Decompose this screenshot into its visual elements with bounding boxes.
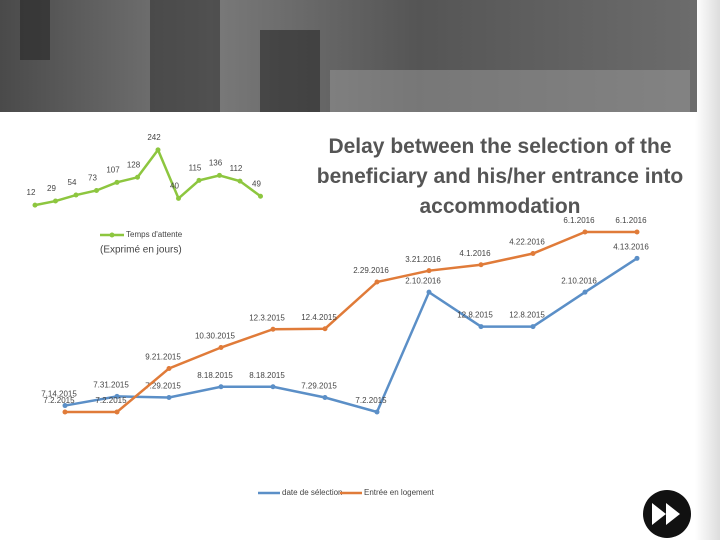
data-label: 7.2.2015 — [355, 396, 387, 405]
data-label: 7.29.2015 — [301, 382, 337, 391]
data-label: 7.14.2015 — [41, 390, 77, 399]
data-label: 9.21.2015 — [145, 353, 181, 362]
line — [65, 230, 637, 414]
marker — [94, 187, 99, 193]
data-label: 2.29.2016 — [353, 266, 389, 275]
marker — [237, 178, 243, 184]
marker — [166, 394, 172, 400]
photo-detail — [260, 30, 320, 112]
marker — [426, 268, 432, 274]
line — [34, 147, 262, 207]
data-label: 7.2.2015 — [95, 396, 127, 405]
data-label: 4.22.2016 — [509, 238, 545, 247]
data-label: 12.8.2015 — [457, 311, 493, 320]
data-label: 3.21.2016 — [405, 255, 441, 264]
data-label: 10.30.2015 — [195, 332, 236, 341]
data-label: 12.3.2015 — [249, 313, 285, 322]
data-label: 112 — [230, 164, 243, 173]
data-label: 7.2.2015 — [43, 396, 75, 405]
marker — [582, 289, 588, 295]
marker — [270, 384, 276, 390]
marker — [114, 393, 120, 399]
data-label: 6.1.2016 — [615, 216, 647, 225]
marker — [155, 147, 161, 153]
slide-title: Delay between the selection of the benef… — [316, 135, 684, 218]
marker — [322, 326, 328, 332]
data-label: 115 — [189, 164, 202, 173]
marker — [176, 195, 181, 201]
data-label: 73 — [88, 174, 97, 183]
marker — [114, 179, 120, 185]
data-label: 29 — [47, 184, 56, 193]
marker — [62, 409, 68, 415]
data-label: 136 — [209, 158, 223, 167]
marker — [62, 403, 68, 409]
marker — [32, 202, 38, 208]
marker — [530, 324, 536, 330]
marker — [634, 229, 640, 235]
data-label: 40 — [170, 182, 179, 191]
data-label: 7.29.2015 — [145, 382, 181, 391]
marker — [374, 279, 380, 285]
subtitle: (Exprimé en jours) — [100, 245, 182, 256]
data-label: 4.1.2016 — [459, 249, 491, 258]
marker — [258, 193, 263, 199]
marker — [218, 384, 224, 390]
marker — [634, 255, 640, 261]
marker — [478, 262, 484, 268]
legend-label: Temps d'attente — [126, 230, 183, 239]
marker — [73, 192, 79, 198]
legend-label: date de sélection — [282, 488, 343, 497]
photo-detail — [150, 0, 220, 112]
marker — [53, 198, 58, 204]
legend-label: Entrée en logement — [364, 488, 435, 497]
marker — [218, 345, 224, 351]
data-label: 54 — [68, 178, 77, 187]
data-label: 49 — [252, 179, 261, 188]
marker — [196, 177, 202, 183]
legend-marker — [109, 232, 115, 238]
data-label: 12.4.2015 — [301, 313, 337, 322]
data-label: 6.1.2016 — [563, 216, 595, 225]
marker — [426, 289, 432, 295]
data-label: 107 — [106, 165, 120, 174]
marker — [374, 409, 380, 415]
photo-detail — [330, 70, 690, 112]
data-label: 128 — [127, 160, 141, 169]
marker — [217, 172, 222, 178]
data-label: 242 — [147, 133, 161, 142]
data-label: 12.8.2015 — [509, 311, 545, 320]
data-label: 7.31.2015 — [93, 381, 129, 390]
marker — [322, 394, 328, 400]
data-label: 2.10.2016 — [561, 276, 597, 285]
marker — [478, 324, 484, 330]
marker — [270, 326, 276, 332]
next-icon — [652, 503, 680, 525]
marker — [166, 365, 172, 371]
data-label: 4.13.2016 — [613, 242, 649, 251]
data-label: 8.18.2015 — [197, 371, 233, 380]
photo-detail — [20, 0, 50, 60]
marker — [530, 250, 536, 256]
data-label: 2.10.2016 — [405, 276, 441, 285]
data-label: 12 — [27, 188, 36, 197]
edge — [695, 0, 720, 540]
marker — [114, 409, 120, 415]
marker — [582, 229, 588, 235]
data-label: 8.18.2015 — [249, 371, 285, 380]
marker — [135, 174, 140, 180]
line — [64, 257, 638, 414]
